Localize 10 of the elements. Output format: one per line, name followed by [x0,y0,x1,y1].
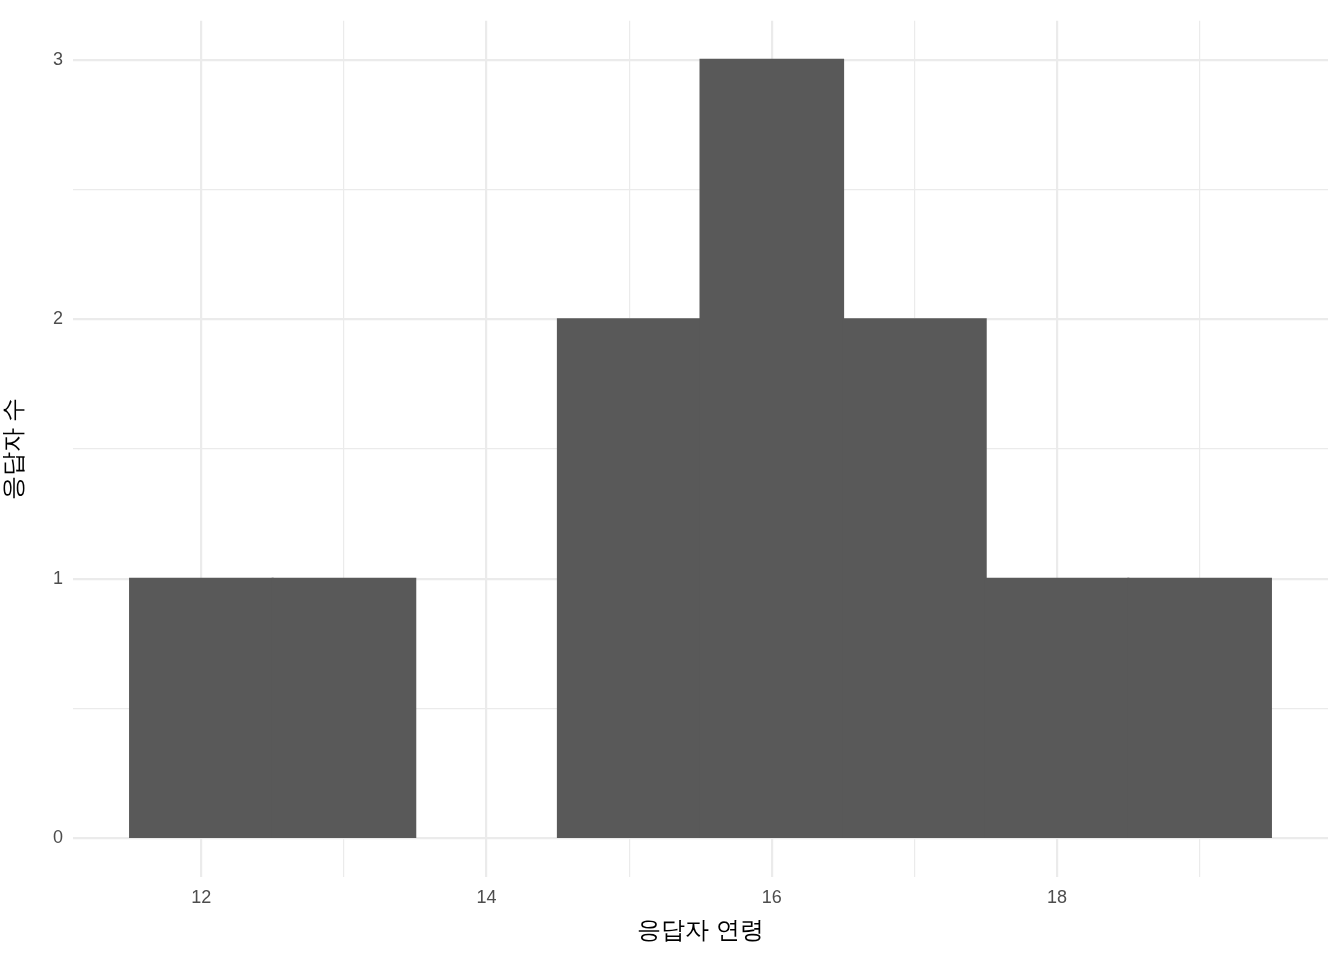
y-tick-label: 1 [52,567,63,588]
x-tick-label: 12 [191,886,212,907]
y-tick-label: 3 [52,48,63,69]
y-tick-label: 2 [52,308,63,329]
x-axis-title: 응답자 연령 [637,916,764,944]
y-tick-label: 0 [52,827,63,848]
y-axis-title: 응답자 수 [0,397,27,501]
x-tick-label: 18 [1047,886,1068,907]
x-tick-label: 16 [761,886,782,907]
x-tick-label: 14 [476,886,497,907]
